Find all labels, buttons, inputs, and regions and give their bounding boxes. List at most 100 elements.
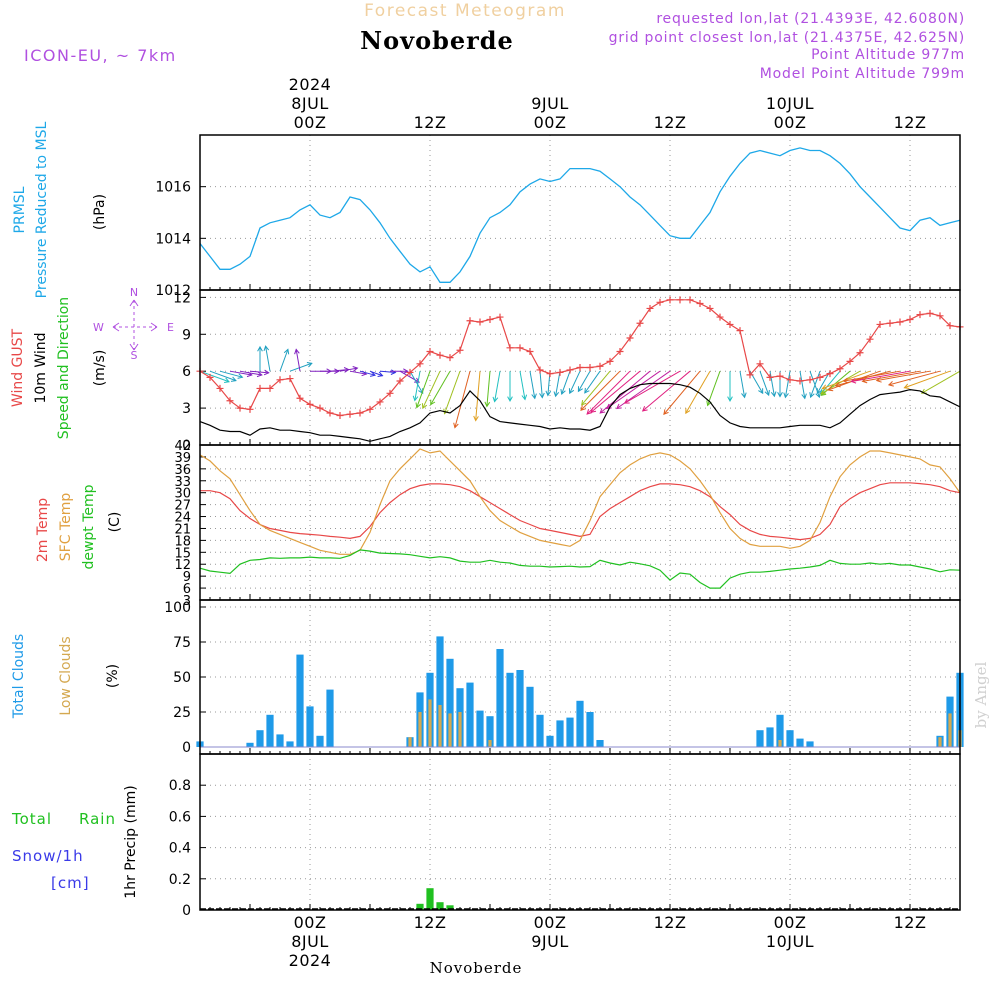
wind-arrow (199, 370, 230, 383)
y-tick-label: 15 (174, 546, 191, 561)
gust-marker (556, 368, 564, 376)
wind-arrow-head (473, 415, 479, 422)
gust-marker (436, 351, 444, 359)
gust-marker (496, 313, 504, 321)
gust-marker (296, 394, 304, 402)
panel-precip: Total Rain Snow/1h [cm] 1hr Precip (mm) … (11, 753, 961, 919)
gust-marker (416, 360, 424, 368)
wind-arrow (239, 370, 262, 376)
rain-bar (436, 902, 444, 910)
y-tick-label: 0.4 (169, 841, 191, 857)
compass-w: W (93, 321, 104, 334)
wind-arrow-head (842, 377, 849, 384)
gust-marker (446, 354, 454, 362)
wind-arrow (586, 370, 631, 415)
gust-marker (426, 348, 434, 356)
wind-arrow (606, 370, 661, 409)
wind-arrow-head (237, 373, 244, 379)
gust-marker (916, 311, 924, 319)
low-cloud-bar (448, 713, 452, 747)
model-point-altitude: Model Point Altitude 799m (760, 66, 965, 82)
y-tick-label: 1012 (155, 283, 191, 299)
wind-arrow-head (484, 401, 491, 408)
gust-marker (536, 366, 544, 374)
prmsl-label: PRMSL (12, 186, 28, 233)
wind-arrow-head (770, 391, 777, 398)
wind-arrow-head (263, 345, 270, 352)
time-label: 12Z (414, 113, 447, 132)
title-faded: Forecast Meteogram (364, 1, 566, 21)
wind-arrow-head (623, 398, 630, 404)
wind-unit: (m/s) (92, 350, 108, 387)
wind-arrow (862, 370, 921, 382)
total-cloud-bar (566, 717, 574, 747)
gust-marker (606, 357, 614, 365)
total-cloud-bar (256, 730, 264, 747)
gust-marker (816, 373, 824, 381)
y-tick-label: 42 (174, 439, 191, 454)
total-cloud-bar (326, 689, 334, 747)
pressure-plot: 1012 1014 1016 (155, 134, 961, 299)
wind-arrow-head (580, 405, 586, 411)
total-cloud-bar (476, 710, 484, 747)
y-tick-label: 24 (174, 511, 191, 526)
low-cloud-bar (438, 705, 442, 747)
wind-arrow-head (834, 381, 841, 388)
y-tick-label: 0.2 (169, 872, 191, 888)
wind-arrow (289, 362, 312, 372)
wind-arrow-head (421, 403, 428, 410)
y-tick-label: 36 (174, 463, 191, 478)
total-cloud-bar (286, 741, 294, 747)
sfc-temp-label: SFC Temp (58, 493, 74, 562)
y-tick-label: 25 (173, 705, 191, 721)
gust-marker (786, 376, 794, 384)
temp-unit: (C) (107, 512, 123, 533)
time-label: 12Z (414, 913, 447, 932)
wind-arrow-head (577, 386, 583, 393)
dewpt-line (199, 549, 961, 589)
gust-marker (706, 304, 714, 312)
wind-arrow (279, 349, 289, 372)
gust-marker (276, 376, 284, 384)
gust-marker (346, 410, 354, 418)
wind-arrow-head (641, 406, 648, 412)
wind-arrow-head (257, 345, 263, 352)
time-label: 12Z (654, 113, 687, 132)
wind-arrow-head (727, 396, 733, 403)
total-cloud-bar (756, 730, 764, 747)
rain-bar (446, 905, 454, 910)
gust-marker (376, 398, 384, 406)
panel-frame (199, 444, 961, 601)
wind-arrow-head (263, 369, 270, 376)
wind-arrow-head (453, 422, 459, 429)
wind-arrow-head (758, 388, 764, 395)
wind-arrow-head (581, 400, 587, 406)
gust-marker (576, 364, 584, 371)
wind-arrow-head (553, 391, 560, 398)
time-label: 00Z (774, 113, 807, 132)
low-cloud-bar (948, 713, 952, 747)
time-label: 12Z (654, 913, 687, 932)
low-cloud-bar (778, 740, 782, 747)
total-cloud-bar (516, 670, 524, 747)
snow-unit-label: [cm] (51, 874, 90, 892)
wind-arrow (888, 370, 941, 386)
wind-arrow (416, 371, 431, 408)
wind-arrow-head (224, 377, 230, 383)
gust-marker (656, 298, 664, 306)
wind-arrow (822, 370, 871, 390)
wind-arrow-head (507, 396, 513, 403)
gust-marker (676, 296, 684, 304)
time-label: 10JUL (766, 932, 814, 951)
low-cloud-bar (418, 712, 422, 747)
wind-arrow-head (492, 396, 499, 403)
wind-arrow (851, 370, 911, 383)
total-cloud-bar (776, 714, 784, 747)
time-label: 00Z (294, 113, 327, 132)
time-label: 9JUL (531, 94, 569, 113)
wind10m-label: 10m Wind (33, 332, 49, 403)
wind-arrow (209, 370, 237, 382)
wind-arrow-head (816, 388, 822, 395)
gust-marker (696, 300, 704, 308)
wind-arrow-head (850, 378, 857, 384)
